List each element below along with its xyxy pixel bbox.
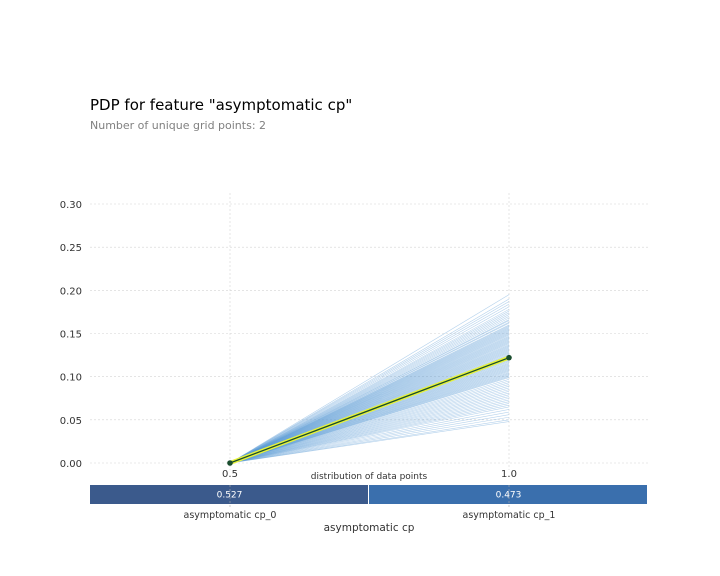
ice-line <box>229 403 510 464</box>
ice-line <box>229 399 510 464</box>
ice-line <box>229 315 510 464</box>
ice-lines <box>229 294 510 464</box>
pdp-line-group <box>227 354 512 466</box>
ice-line <box>229 340 510 464</box>
distribution-category-label: asymptomatic cp_1 <box>463 510 556 521</box>
ice-line <box>229 370 510 464</box>
distribution-title: distribution of data points <box>311 472 428 482</box>
x-tick-label: 1.0 <box>501 469 517 480</box>
axes: 0.00 0.05 0.10 0.15 0.20 0.25 0.30 0.5 1.0 <box>60 200 517 480</box>
distribution-bar <box>90 485 368 504</box>
ice-line <box>229 387 510 464</box>
ice-line <box>229 373 510 464</box>
ice-line <box>229 328 510 464</box>
ice-line <box>229 334 510 464</box>
ice-line <box>229 298 510 464</box>
ice-line <box>229 372 510 464</box>
ice-line <box>229 377 510 464</box>
ice-line <box>229 337 510 464</box>
ice-line <box>229 406 510 464</box>
ice-line <box>229 320 510 464</box>
ice-line <box>229 385 510 464</box>
ice-line <box>229 332 510 464</box>
y-tick-label: 0.00 <box>60 459 82 470</box>
ice-line <box>229 343 510 464</box>
y-tick-label: 0.30 <box>60 200 82 211</box>
ice-line <box>229 325 510 464</box>
ice-line <box>229 344 510 464</box>
ice-line <box>229 397 510 464</box>
ice-line <box>229 336 510 464</box>
ice-line <box>229 317 510 464</box>
ice-line <box>229 340 510 464</box>
ice-line <box>229 331 510 464</box>
ice-line <box>229 389 510 464</box>
ice-line <box>229 374 510 464</box>
x-tick-label: 0.5 <box>222 469 238 480</box>
y-tick-label: 0.15 <box>60 330 82 341</box>
ice-line <box>229 375 510 464</box>
chart-subtitle: Number of unique grid points: 2 <box>90 119 267 132</box>
ice-line <box>229 382 510 464</box>
grid <box>90 193 648 470</box>
ice-line <box>229 326 510 464</box>
ice-line <box>229 306 510 464</box>
ice-line <box>229 341 510 464</box>
ice-line <box>229 380 510 464</box>
ice-line <box>229 371 510 464</box>
ice-line <box>229 328 510 464</box>
pdp-point <box>227 460 233 466</box>
ice-line <box>229 411 510 464</box>
ice-line <box>229 372 510 464</box>
distribution-value-label: 0.527 <box>217 491 243 501</box>
ice-line <box>229 391 510 464</box>
ice-line <box>229 342 510 464</box>
ice-line <box>229 322 510 464</box>
ice-line <box>229 327 510 464</box>
ice-line <box>229 312 510 464</box>
ice-line <box>229 335 510 464</box>
distribution-value-label: 0.473 <box>496 491 522 501</box>
ice-line <box>229 301 510 464</box>
ice-line <box>229 414 510 464</box>
ice-line <box>229 416 510 464</box>
ice-line <box>229 339 510 464</box>
ice-line <box>229 319 510 464</box>
ice-line <box>229 392 510 464</box>
y-tick-label: 0.20 <box>60 286 82 297</box>
ice-line <box>229 396 510 464</box>
ice-line <box>229 376 510 464</box>
ice-line <box>229 309 510 464</box>
ice-line <box>229 314 510 464</box>
ice-line <box>229 303 510 464</box>
ice-line <box>229 322 510 464</box>
pdp-line <box>229 357 510 464</box>
ice-line <box>229 334 510 464</box>
x-axis-label: asymptomatic cp <box>324 522 415 534</box>
ice-line <box>229 330 510 464</box>
ice-line <box>229 394 510 464</box>
pdp-point <box>506 354 512 361</box>
distribution-category-label: asymptomatic cp_0 <box>184 510 277 521</box>
ice-line <box>229 333 510 464</box>
y-tick-label: 0.05 <box>60 416 82 427</box>
ice-line <box>229 329 510 464</box>
ice-line <box>229 384 510 464</box>
y-tick-label: 0.10 <box>60 373 82 384</box>
chart-title: PDP for feature "asymptomatic cp" <box>90 96 353 114</box>
ice-line <box>229 419 510 464</box>
y-tick-label: 0.25 <box>60 243 82 254</box>
ice-line <box>229 401 510 464</box>
distribution-panel: distribution of data points 0.527 asymptom… <box>90 472 647 534</box>
ice-line <box>229 324 510 464</box>
ice-line <box>229 378 510 464</box>
ice-line <box>229 294 510 464</box>
ice-line <box>229 404 510 464</box>
ice-line <box>229 338 510 464</box>
ice-line <box>229 421 510 464</box>
ice-line <box>229 409 510 464</box>
distribution-bar <box>369 485 647 504</box>
ice-line <box>229 310 510 464</box>
